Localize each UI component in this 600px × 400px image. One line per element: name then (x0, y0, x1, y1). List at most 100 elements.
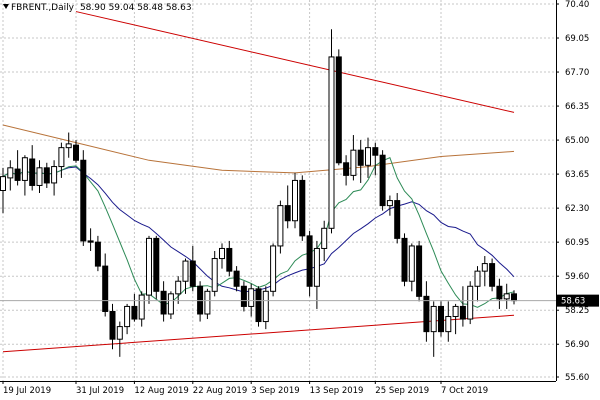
candle-body-up (503, 293, 510, 300)
candle-body-up (146, 237, 152, 296)
candle (299, 175, 306, 241)
candle-body-down (189, 260, 196, 287)
candle (211, 250, 218, 297)
candle-body-up (365, 147, 371, 166)
candle-body-down (343, 162, 350, 176)
x-tick-label: 3 Sep 2019 (251, 386, 299, 396)
candle (452, 303, 459, 335)
candle-body-down (299, 179, 306, 237)
candle (292, 172, 298, 229)
candle-body-up (124, 305, 131, 328)
y-tick-label: 67.70 (565, 68, 589, 78)
candle-body-down (459, 305, 466, 320)
candle (43, 162, 50, 188)
y-tick-label: 58.25 (565, 306, 589, 316)
candle-body-up (328, 56, 335, 229)
candle-body-up (175, 280, 182, 295)
candle-body-up (445, 316, 452, 333)
candle-body-up (116, 326, 123, 340)
candle (240, 281, 247, 312)
candle-body-down (255, 288, 262, 323)
candle (0, 167, 6, 214)
candle-body-up (313, 247, 320, 287)
candle-body-down (94, 241, 101, 267)
candle (14, 150, 21, 186)
y-tick-label: 65.00 (565, 136, 589, 146)
candle-body-up (467, 285, 474, 320)
candle-body-up (452, 305, 459, 318)
candle (401, 233, 408, 287)
candle-body-down (284, 205, 291, 222)
candle-body-up (58, 147, 65, 168)
candle (321, 220, 328, 262)
candle-body-up (270, 245, 277, 292)
candle-body-down (102, 265, 109, 312)
candle (335, 49, 342, 166)
candle (73, 140, 79, 163)
candle-body-up (211, 258, 218, 292)
candle-body-down (372, 147, 379, 156)
candle-body-up (386, 200, 393, 207)
chart-header: FBRENT.,Daily 58.90 59.04 58.48 58.63 (3, 3, 192, 13)
candle (248, 283, 255, 317)
candle-body-down (357, 149, 364, 166)
candle (138, 291, 145, 327)
candle (109, 303, 116, 350)
y-tick-label: 63.65 (565, 170, 589, 180)
candle (489, 258, 496, 292)
candle (262, 286, 269, 330)
candle-body-down (423, 295, 430, 333)
candle (87, 228, 94, 251)
candle-body-down (226, 247, 233, 272)
candle (189, 245, 196, 292)
candle-body-up (167, 293, 174, 315)
candle (226, 240, 233, 277)
dropdown-triangle-icon[interactable] (3, 4, 9, 9)
candle (102, 253, 109, 317)
candle (167, 291, 174, 320)
x-axis-ticks: 19 Jul 2019 31 Jul 2019 12 Aug 2019 22 Aug … (2, 381, 488, 396)
candle (372, 142, 379, 176)
candle (65, 132, 72, 158)
candle (350, 135, 357, 181)
candle (182, 258, 189, 294)
candle (219, 243, 225, 269)
x-tick-label: 12 Aug 2019 (134, 386, 188, 396)
candle-body-up (182, 260, 189, 282)
candle (459, 286, 466, 327)
candle-body-down (438, 305, 444, 333)
candle-body-up (138, 294, 145, 320)
candle (153, 235, 160, 299)
candle (416, 240, 423, 302)
candle (255, 286, 262, 327)
candle (379, 150, 386, 211)
x-tick-label: 31 Jul 2019 (76, 386, 124, 396)
candle (94, 235, 101, 272)
candle (343, 155, 350, 186)
candle (270, 243, 277, 297)
candle-body-down (80, 159, 87, 242)
candle-body-down (240, 285, 247, 307)
candle-body-up (248, 288, 255, 307)
candle (277, 200, 284, 254)
candle (313, 240, 320, 309)
candle (438, 301, 444, 337)
candle-body-down (197, 285, 204, 315)
candle (58, 142, 65, 178)
trendline-upper (75, 11, 515, 113)
candle-body-up (21, 157, 28, 181)
current-price-box (557, 294, 599, 307)
candle-body-up (204, 290, 211, 315)
x-tick-label: 25 Sep 2019 (375, 386, 429, 396)
candle (445, 301, 452, 342)
y-tick-label: 55.60 (565, 373, 589, 383)
candle-body-down (416, 245, 423, 297)
candle-body-up (292, 179, 298, 222)
y-tick-label: 59.60 (565, 272, 589, 282)
candle-body-down (87, 240, 94, 243)
current-price-label: 58.63 (561, 297, 585, 307)
candle (306, 230, 313, 297)
candle (423, 281, 430, 342)
candle (160, 281, 167, 322)
